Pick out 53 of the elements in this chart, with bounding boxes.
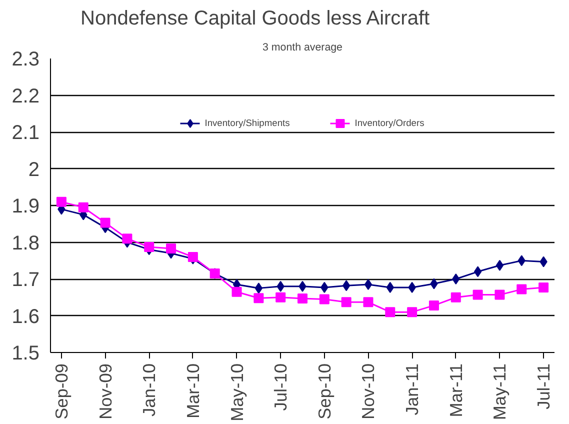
point xyxy=(254,282,263,294)
point xyxy=(56,196,66,207)
point xyxy=(144,242,154,252)
point xyxy=(364,279,372,290)
point xyxy=(538,282,549,292)
y-tick-label: 2.2 xyxy=(12,85,40,108)
x-tick-label: Jan-10 xyxy=(139,364,160,416)
x-tick-label: Nov-10 xyxy=(358,363,378,420)
legend-label: Inventory/Orders xyxy=(354,118,424,128)
point xyxy=(319,294,330,304)
point xyxy=(494,290,505,300)
x-tick-label: May-11 xyxy=(490,363,510,420)
point xyxy=(496,260,504,271)
point xyxy=(385,307,396,318)
point xyxy=(363,297,374,308)
point xyxy=(298,293,308,304)
point xyxy=(78,202,88,212)
y-tick-label: 2.1 xyxy=(12,122,40,144)
x-tick-label: Sep-10 xyxy=(314,363,334,420)
point xyxy=(166,243,176,254)
point xyxy=(188,252,198,262)
y-tick-label: 1.8 xyxy=(12,232,40,254)
point xyxy=(100,218,110,228)
point xyxy=(276,292,286,302)
point xyxy=(407,307,418,318)
point xyxy=(472,290,483,300)
point xyxy=(452,274,460,284)
x-tick-label: Mar-11 xyxy=(446,363,466,418)
x-tick-label: May-10 xyxy=(226,364,247,422)
point xyxy=(516,284,527,294)
point xyxy=(342,280,350,292)
y-tick-label: 2 xyxy=(28,158,40,181)
point xyxy=(122,234,132,244)
y-tick-label: 1.7 xyxy=(12,269,40,291)
point xyxy=(474,266,482,278)
y-tick-label: 1.6 xyxy=(12,306,40,328)
x-tick-label: Jan-11 xyxy=(402,363,422,416)
point xyxy=(341,297,352,308)
x-tick-label: Jul-10 xyxy=(270,363,291,411)
x-tick-label: Mar-10 xyxy=(182,363,203,418)
legend-label: Inventory/Shipments xyxy=(204,118,290,128)
y-tick-label: 1.9 xyxy=(12,196,40,218)
x-tick-label: Sep-09 xyxy=(51,363,72,420)
point xyxy=(232,286,242,297)
point xyxy=(428,300,439,310)
x-tick-label: Nov-09 xyxy=(95,363,116,420)
chart-subtitle: 3 month average xyxy=(262,42,343,54)
x-tick-label: Jul-11 xyxy=(534,363,554,410)
y-tick-label: 1.5 xyxy=(12,342,40,364)
point xyxy=(254,293,264,304)
point xyxy=(450,292,461,302)
y-tick-label: 2.3 xyxy=(12,48,40,70)
chart-title: Nondefense Capital Goods less Aircraft xyxy=(80,8,430,30)
